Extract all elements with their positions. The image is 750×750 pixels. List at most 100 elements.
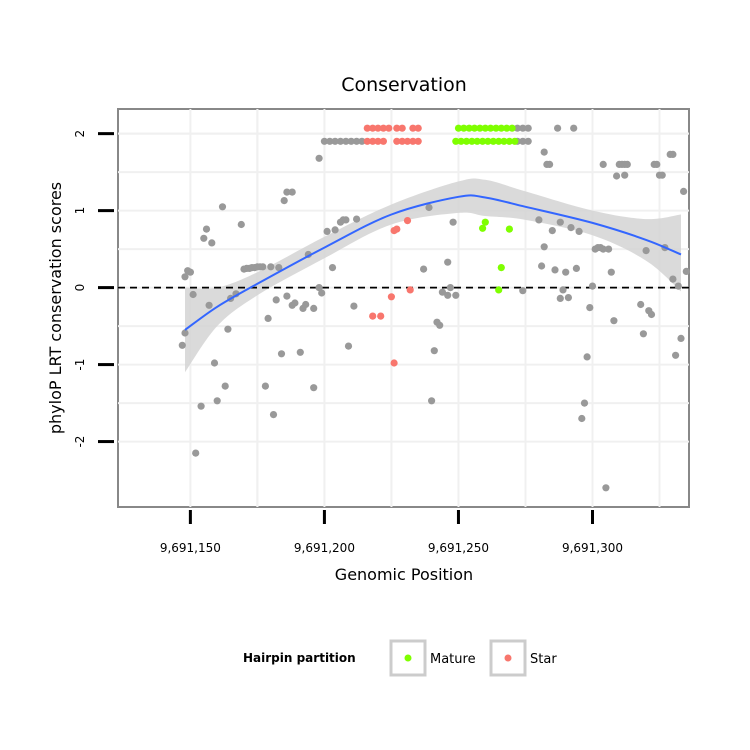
point-other — [181, 273, 189, 281]
point-other — [639, 330, 648, 338]
point-star — [374, 124, 382, 132]
point-other — [425, 203, 433, 212]
point-other — [280, 197, 288, 205]
point-other — [221, 382, 229, 390]
point-other — [519, 124, 527, 132]
point-star — [393, 124, 401, 132]
point-other — [328, 264, 337, 272]
point-other — [637, 300, 645, 309]
legend-label-star: Star — [530, 652, 557, 667]
point-other — [548, 227, 556, 235]
point-mature — [505, 137, 513, 145]
point-other — [269, 411, 278, 419]
smooth-confidence-band — [185, 178, 681, 373]
point-other — [336, 137, 345, 145]
y-tick-label: -1 — [73, 359, 87, 371]
point-other — [264, 314, 272, 322]
point-mature — [503, 124, 511, 132]
point-other — [669, 150, 677, 158]
point-star — [393, 225, 401, 233]
point-other — [540, 148, 548, 156]
point-other — [353, 137, 361, 145]
point-star — [398, 124, 406, 132]
point-other — [556, 294, 564, 302]
point-other — [261, 382, 269, 390]
point-other — [621, 171, 629, 179]
point-other — [192, 449, 200, 457]
point-other — [272, 296, 280, 304]
point-star — [398, 137, 406, 145]
point-other — [682, 267, 690, 275]
point-other — [653, 160, 661, 168]
point-other — [181, 329, 189, 337]
point-other — [436, 321, 444, 329]
point-mature — [479, 137, 487, 145]
point-other — [452, 291, 460, 299]
mature-points — [452, 124, 519, 294]
point-star — [393, 137, 401, 145]
point-other — [302, 300, 310, 309]
point-other — [277, 350, 286, 358]
smooth-line — [184, 194, 682, 331]
point-other — [210, 359, 219, 367]
point-star — [363, 124, 371, 132]
point-other — [259, 263, 267, 271]
y-tick-label: -2 — [73, 436, 87, 448]
point-other — [680, 187, 688, 195]
point-other — [430, 347, 438, 355]
legend: Hairpin partition Mature Star — [243, 639, 557, 677]
point-mature — [487, 124, 495, 132]
point-other — [291, 299, 299, 307]
point-other — [353, 215, 361, 223]
smooth-curve — [184, 194, 682, 331]
point-other — [513, 124, 522, 132]
point-other — [331, 137, 339, 145]
point-mature — [495, 286, 503, 294]
x-axis-ticks: 9,691,150 9,691,200 9,691,250 9,691,300 — [160, 510, 623, 555]
point-mature — [489, 137, 497, 145]
point-mature — [462, 137, 471, 145]
point-other — [524, 124, 532, 132]
point-other — [524, 137, 532, 145]
point-other — [588, 282, 597, 290]
point-other — [586, 304, 594, 312]
point-star — [379, 124, 387, 132]
point-other — [658, 171, 666, 179]
point-star — [374, 137, 382, 145]
point-other — [189, 290, 197, 299]
point-star — [414, 124, 422, 132]
point-other — [672, 351, 680, 359]
point-other — [519, 287, 527, 295]
legend-marker-star — [504, 654, 512, 662]
point-other — [342, 216, 350, 224]
point-other — [677, 334, 685, 342]
point-other — [647, 310, 656, 319]
point-mature — [500, 137, 508, 145]
point-mature — [497, 264, 505, 272]
point-other — [205, 301, 213, 309]
point-mature — [481, 124, 489, 132]
confidence-band — [185, 178, 681, 373]
point-other — [178, 341, 186, 349]
point-other — [556, 218, 564, 226]
point-mature — [454, 124, 463, 132]
other-points — [178, 124, 690, 492]
point-other — [318, 289, 326, 297]
point-other — [315, 284, 323, 292]
point-mature — [508, 124, 516, 132]
point-other — [224, 325, 232, 333]
point-mature — [476, 124, 484, 132]
point-star — [369, 312, 377, 320]
point-other — [310, 384, 318, 392]
point-mature — [497, 124, 505, 132]
point-mature — [457, 137, 465, 145]
point-star — [369, 124, 377, 132]
point-other — [347, 137, 355, 145]
point-other — [449, 218, 457, 226]
point-other — [438, 288, 446, 296]
point-mature — [511, 137, 519, 145]
point-star — [363, 137, 371, 145]
point-other — [320, 137, 328, 145]
point-other — [551, 266, 559, 274]
